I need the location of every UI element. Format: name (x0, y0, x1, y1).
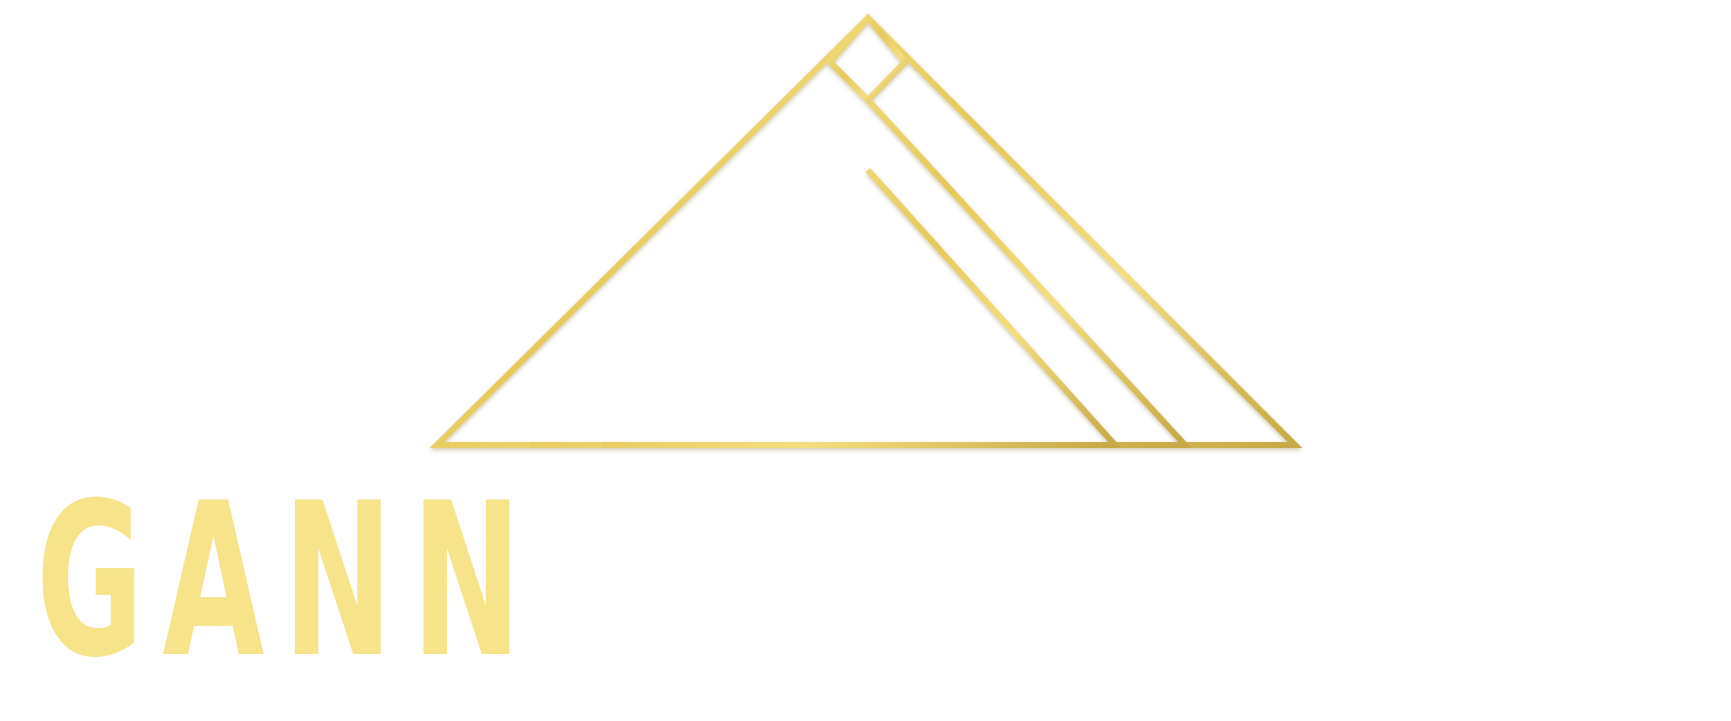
brand-wordmark: GANN (36, 457, 541, 704)
